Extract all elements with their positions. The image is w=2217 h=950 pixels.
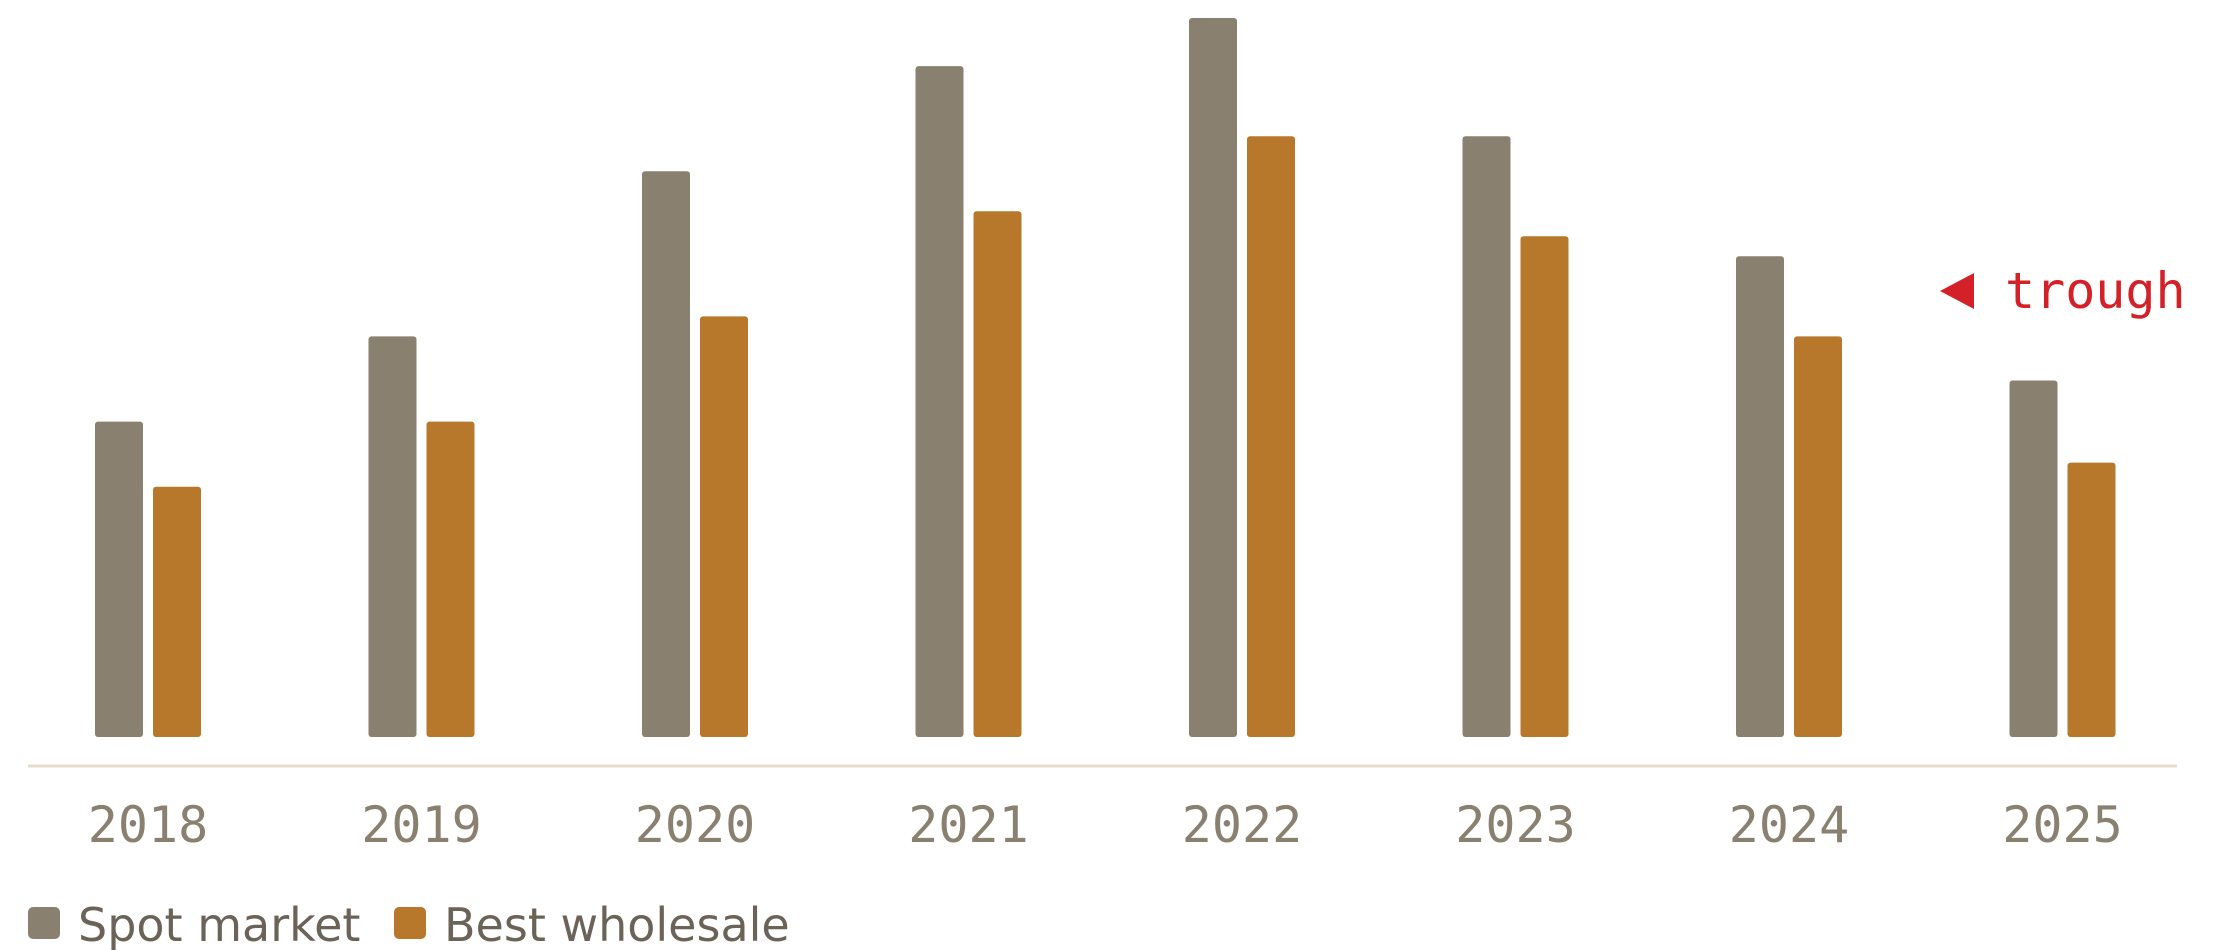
bar-best-wholesale-2024: [1794, 336, 1842, 737]
bar-spot-market-2019: [368, 336, 417, 737]
bar-spot-market-2018: [95, 421, 143, 737]
bar-best-wholesale-2020: [700, 316, 748, 737]
trough-annotation-label: trough: [2005, 262, 2186, 320]
bar-best-wholesale-2022: [1247, 136, 1295, 737]
bar-best-wholesale-2021: [973, 211, 1022, 738]
trough-marker-icon: [1940, 273, 1974, 309]
legend: Spot market Best wholesale: [28, 898, 790, 950]
legend-label-best-wholesale: Best wholesale: [444, 898, 790, 950]
bar-spot-market-2024: [1736, 256, 1784, 737]
x-tick-labels: 2018 2019 2020 2021 2022 2023 2024 2025: [88, 796, 2123, 854]
x-tick-label-2024: 2024: [1729, 796, 1849, 854]
x-tick-label-2025: 2025: [2002, 796, 2122, 854]
bar-spot-market-2021: [915, 66, 964, 738]
x-tick-label-2019: 2019: [361, 796, 481, 854]
trough-annotation: trough: [1940, 262, 2186, 320]
bars-layer: [95, 18, 2116, 738]
x-tick-label-2023: 2023: [1455, 796, 1575, 854]
bar-best-wholesale-2025: [2067, 462, 2116, 737]
bar-spot-market-2020: [642, 171, 690, 737]
x-tick-label-2018: 2018: [88, 796, 208, 854]
bar-best-wholesale-2019: [426, 421, 475, 737]
x-tick-label-2022: 2022: [1182, 796, 1302, 854]
legend-swatch-best-wholesale: [394, 907, 426, 939]
bar-spot-market-2022: [1189, 18, 1237, 737]
legend-swatch-spot-market: [28, 907, 60, 939]
bar-best-wholesale-2023: [1520, 236, 1569, 738]
bar-best-wholesale-2018: [153, 486, 201, 737]
bar-spot-market-2025: [2009, 380, 2058, 737]
bar-spot-market-2023: [1462, 136, 1511, 737]
x-tick-label-2021: 2021: [908, 796, 1028, 854]
x-tick-label-2020: 2020: [635, 796, 755, 854]
legend-label-spot-market: Spot market: [78, 898, 360, 950]
